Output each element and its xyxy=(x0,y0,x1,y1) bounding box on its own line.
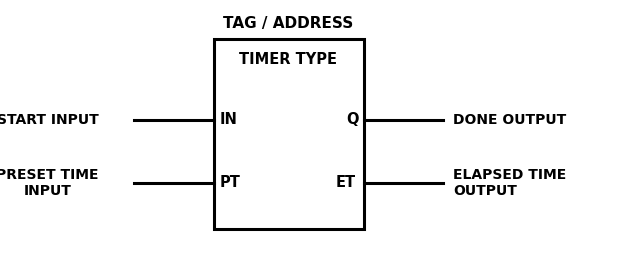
Text: ET: ET xyxy=(336,175,356,190)
Text: TIMER TYPE: TIMER TYPE xyxy=(239,52,338,67)
Text: Q: Q xyxy=(346,112,359,127)
Text: ELAPSED TIME
OUTPUT: ELAPSED TIME OUTPUT xyxy=(453,168,567,198)
Text: PT: PT xyxy=(220,175,241,190)
Text: PRESET TIME
INPUT: PRESET TIME INPUT xyxy=(0,168,99,198)
Text: START INPUT: START INPUT xyxy=(0,113,99,127)
Text: IN: IN xyxy=(220,112,238,127)
Text: TAG / ADDRESS: TAG / ADDRESS xyxy=(223,16,353,31)
Text: DONE OUTPUT: DONE OUTPUT xyxy=(453,113,567,127)
Bar xyxy=(214,39,364,229)
